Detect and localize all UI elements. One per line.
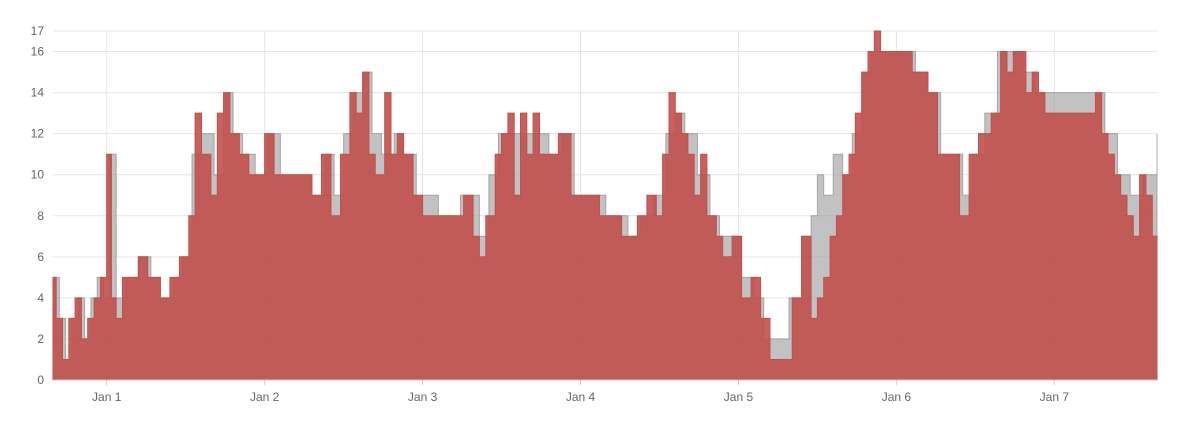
x-tick-label: Jan 4: [566, 390, 596, 404]
y-tick-label: 16: [31, 45, 45, 59]
x-tick-label: Jan 7: [1040, 390, 1070, 404]
y-tick-label: 8: [37, 209, 44, 223]
y-tick-label: 4: [37, 291, 44, 305]
x-tick-label: Jan 1: [92, 390, 122, 404]
y-tick-label: 0: [37, 373, 44, 387]
y-tick-label: 10: [31, 168, 45, 182]
y-axis-ticks: 0 2 4 6 8 10 12 14 16 17: [31, 24, 45, 387]
x-tick-label: Jan 2: [250, 390, 280, 404]
y-tick-label: 2: [37, 332, 44, 346]
x-tick-label: Jan 6: [882, 390, 912, 404]
y-tick-label: 12: [31, 127, 45, 141]
x-tick-label: Jan 3: [408, 390, 438, 404]
x-axis-ticks: Jan 1 Jan 2 Jan 3 Jan 4 Jan 5 Jan 6 Jan 7: [92, 380, 1069, 404]
y-tick-label: 14: [31, 86, 45, 100]
series-area-0: [52, 30, 1158, 381]
y-tick-label: 17: [31, 24, 45, 38]
plot-area: [52, 30, 1158, 381]
x-tick-label: Jan 5: [724, 390, 754, 404]
y-tick-label: 6: [37, 250, 44, 264]
